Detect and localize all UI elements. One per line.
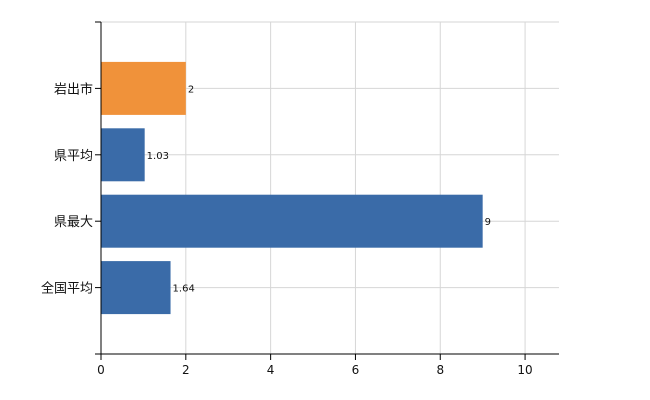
x-tick-label-1: 2 bbox=[182, 363, 190, 377]
bars bbox=[101, 61, 483, 315]
x-tick-label-3: 6 bbox=[352, 363, 360, 377]
bar-2 bbox=[101, 194, 483, 248]
y-tick-label-1: 県平均 bbox=[54, 149, 93, 164]
data-label-1: 1.03 bbox=[147, 151, 169, 162]
x-tick-label-2: 4 bbox=[267, 363, 275, 377]
y-tick-label-3: 全国平均 bbox=[41, 281, 93, 297]
data-label-3: 1.64 bbox=[173, 284, 195, 295]
bar-0 bbox=[101, 61, 186, 115]
bar-3 bbox=[101, 261, 171, 315]
x-tick-label-5: 10 bbox=[517, 363, 532, 377]
data-label-2: 9 bbox=[485, 217, 491, 228]
bar-1 bbox=[101, 128, 145, 182]
data-labels: 2 1.03 9 1.64 bbox=[147, 84, 491, 294]
y-tick-label-0: 岩出市 bbox=[54, 81, 93, 97]
x-tick-label-4: 8 bbox=[436, 363, 444, 377]
y-tick-label-2: 県最大 bbox=[54, 215, 93, 230]
x-tick-label-0: 0 bbox=[97, 363, 105, 377]
data-label-0: 2 bbox=[188, 84, 194, 95]
